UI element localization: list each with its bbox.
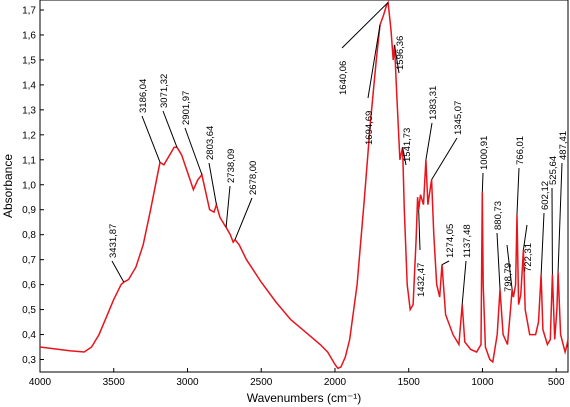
- annotation-leader: [367, 24, 381, 99]
- spectrum-line: [39, 0, 569, 370]
- y-tick-label: 1,2: [22, 130, 36, 141]
- annotation-label: 2678,00: [248, 161, 259, 195]
- y-tick-label: 1,1: [22, 155, 36, 166]
- annotation-label: 798,79: [503, 263, 514, 292]
- y-tick-label: 1,0: [22, 180, 36, 191]
- annotation-label: 3431,87: [108, 224, 119, 258]
- x-tick-label: 4000: [29, 377, 52, 388]
- x-tick-label: 3000: [176, 377, 199, 388]
- annotation-leader: [394, 44, 400, 74]
- annotation-leader: [461, 260, 467, 305]
- annotation-label: 3186,04: [138, 79, 149, 113]
- x-axis-label: Wavenumbers (cm⁻¹): [247, 391, 362, 405]
- x-tick-label: 1000: [471, 377, 494, 388]
- y-tick-label: 1,4: [22, 80, 36, 91]
- plot-frame: [39, 0, 569, 373]
- annotation-leader: [425, 122, 433, 160]
- annotation-leader: [341, 2, 389, 49]
- y-tick-label: 0,7: [22, 255, 36, 266]
- annotation-leader: [225, 185, 231, 228]
- annotation-leader: [522, 224, 528, 250]
- x-tick-label: 3500: [103, 377, 126, 388]
- annotation-label: 722,31: [523, 243, 534, 272]
- annotation-label: 1274,05: [445, 224, 456, 258]
- annotation-label: 766,01: [515, 136, 526, 165]
- annotation-leader: [496, 232, 501, 290]
- annotation-label: 1383,31: [428, 86, 439, 120]
- annotation-label: 2901,97: [181, 91, 192, 125]
- annotation-leader: [506, 244, 513, 290]
- annotation-leader: [540, 212, 545, 275]
- annotation-label: 880,73: [493, 201, 504, 230]
- annotation-leader: [234, 197, 253, 240]
- annotation-label: 1541,73: [402, 128, 413, 162]
- annotation-label: 1000,91: [479, 136, 490, 170]
- annotation-label: 1345,07: [453, 101, 464, 135]
- annotation-leader: [516, 167, 520, 215]
- annotation-leader: [418, 209, 421, 251]
- y-tick-label: 0,9: [22, 205, 36, 216]
- annotation-leader: [402, 147, 407, 166]
- annotation-leader: [557, 162, 563, 273]
- annotation-label: 3071,32: [159, 74, 170, 108]
- annotation-leader: [431, 137, 458, 181]
- y-tick-label: 1,5: [22, 55, 36, 66]
- y-tick-label: 0,4: [22, 330, 36, 341]
- annotation-leader: [208, 162, 217, 205]
- annotation-leader: [162, 110, 178, 148]
- annotation-leader: [111, 260, 125, 283]
- annotation-leader: [481, 172, 484, 193]
- x-tick-label: 2000: [324, 377, 347, 388]
- y-tick-label: 1,6: [22, 30, 36, 41]
- annotation-label: 1432,47: [416, 263, 427, 297]
- annotation-label: 2738,09: [226, 149, 237, 183]
- y-axis-label: Absorbance: [1, 154, 15, 218]
- annotation-leader: [184, 127, 203, 175]
- annotation-label: 602,12: [540, 181, 551, 210]
- annotation-leader: [141, 115, 161, 163]
- x-tick-label: 2500: [250, 377, 273, 388]
- annotation-label: 1596,36: [395, 36, 406, 70]
- annotation-label: 1640,06: [338, 61, 349, 95]
- y-tick-label: 0,6: [22, 280, 36, 291]
- annotation-label: 525,64: [548, 156, 559, 185]
- y-tick-label: 1,3: [22, 105, 36, 116]
- y-tick-label: 0,3: [22, 355, 36, 366]
- y-tick-label: 0,5: [22, 305, 36, 316]
- annotation-label: 1137,48: [462, 224, 473, 258]
- y-tick-label: 1,7: [22, 5, 36, 16]
- y-tick-label: 0,8: [22, 230, 36, 241]
- annotation-label: 2803,64: [205, 126, 216, 160]
- annotation-label: 1694,69: [364, 111, 375, 145]
- x-tick-label: 500: [548, 377, 565, 388]
- x-tick-label: 1500: [398, 377, 421, 388]
- annotation-label: 487,41: [558, 131, 569, 160]
- annotation-leader: [441, 260, 450, 266]
